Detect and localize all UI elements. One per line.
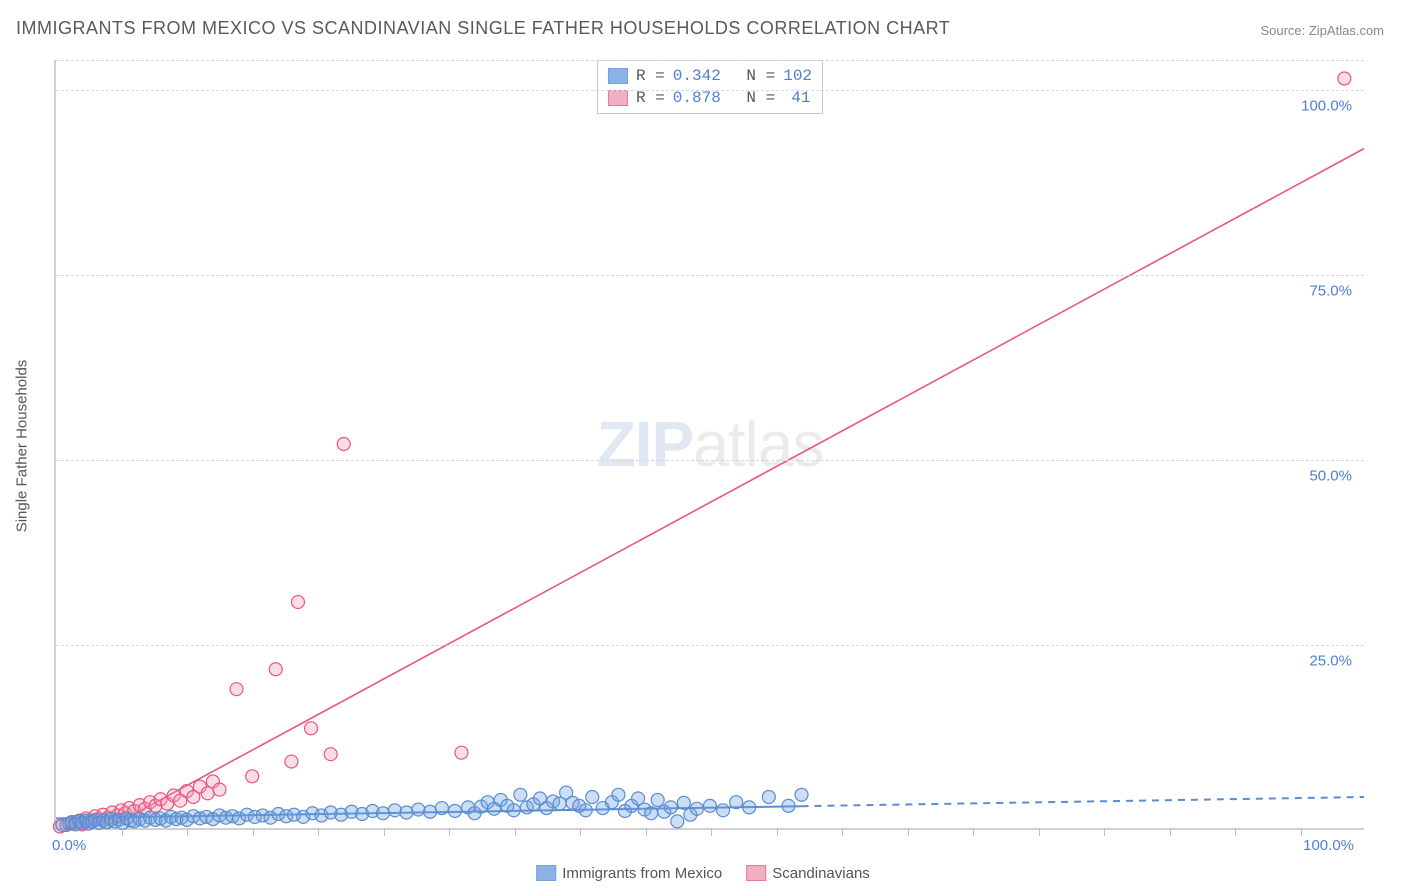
y-tick-label: 75.0%: [1309, 282, 1352, 299]
gridline-h: [56, 645, 1364, 646]
x-axis-max-label: 100.0%: [1303, 837, 1354, 854]
x-tick: [777, 828, 778, 836]
gridline-h: [56, 90, 1364, 91]
gridline-h-top: [56, 60, 1364, 61]
stats-legend: R = 0.342 N = 102 R = 0.878 N = 41: [597, 60, 823, 114]
legend-swatch-1: [608, 90, 628, 106]
x-tick: [646, 828, 647, 836]
gridline-h: [56, 460, 1364, 461]
x-tick: [973, 828, 974, 836]
legend-label-1: Scandinavians: [772, 865, 870, 882]
x-tick: [1104, 828, 1105, 836]
legend-swatch-0: [608, 68, 628, 84]
x-tick: [580, 828, 581, 836]
stats-r-value-0: 0.342: [673, 65, 721, 87]
stats-n-value-0: 102: [783, 65, 812, 87]
x-tick: [187, 828, 188, 836]
x-tick: [1301, 828, 1302, 836]
stats-row-series-0: R = 0.342 N = 102: [608, 65, 812, 87]
stats-n-label: N =: [746, 65, 775, 87]
x-tick: [908, 828, 909, 836]
x-tick: [515, 828, 516, 836]
x-tick: [842, 828, 843, 836]
legend-swatch-1b: [746, 865, 766, 881]
y-tick-label: 100.0%: [1301, 97, 1352, 114]
chart-svg: [56, 60, 1364, 828]
x-tick: [384, 828, 385, 836]
legend-item-0: Immigrants from Mexico: [536, 865, 722, 882]
x-axis-min-label: 0.0%: [52, 837, 86, 854]
legend-item-1: Scandinavians: [746, 865, 870, 882]
legend-label-0: Immigrants from Mexico: [562, 865, 722, 882]
x-tick: [318, 828, 319, 836]
chart-title: IMMIGRANTS FROM MEXICO VS SCANDINAVIAN S…: [16, 18, 950, 39]
x-tick: [253, 828, 254, 836]
plot-area: R = 0.342 N = 102 R = 0.878 N = 41 ZIPat…: [54, 60, 1364, 830]
x-tick: [449, 828, 450, 836]
bottom-legend: Immigrants from Mexico Scandinavians: [536, 865, 870, 882]
x-tick: [711, 828, 712, 836]
source-attribution: Source: ZipAtlas.com: [1260, 23, 1384, 38]
y-tick-label: 25.0%: [1309, 652, 1352, 669]
legend-swatch-0b: [536, 865, 556, 881]
x-tick: [1170, 828, 1171, 836]
x-tick: [1039, 828, 1040, 836]
x-tick: [1235, 828, 1236, 836]
x-tick: [122, 828, 123, 836]
stats-r-label: R =: [636, 65, 665, 87]
y-axis-title: Single Father Households: [14, 360, 31, 533]
y-tick-label: 50.0%: [1309, 467, 1352, 484]
gridline-h: [56, 275, 1364, 276]
